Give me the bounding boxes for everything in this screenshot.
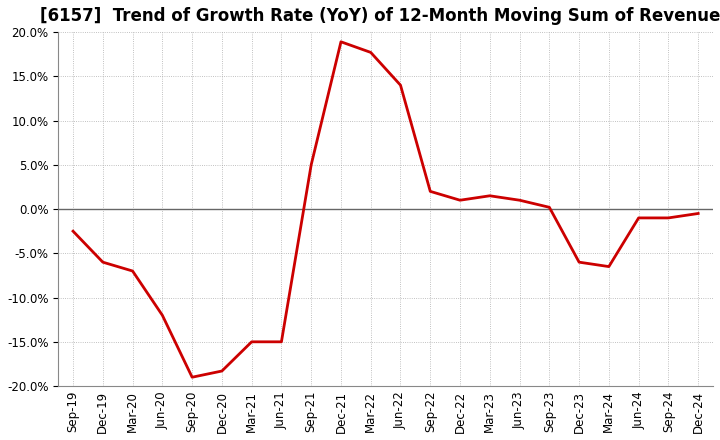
Title: [6157]  Trend of Growth Rate (YoY) of 12-Month Moving Sum of Revenues: [6157] Trend of Growth Rate (YoY) of 12-… <box>40 7 720 25</box>
